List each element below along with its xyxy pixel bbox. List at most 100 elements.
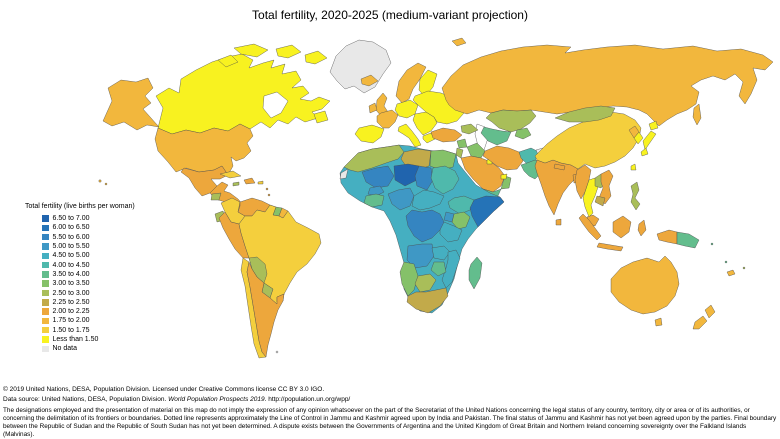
legend-swatch (42, 299, 49, 306)
region-uae (500, 173, 508, 180)
footer: © 2019 United Nations, DESA, Population … (3, 385, 778, 439)
region-somalia (469, 195, 505, 228)
region-caucasus (460, 123, 479, 135)
region-japan-kyushu (640, 147, 649, 157)
region-png (676, 231, 700, 249)
region-taiwan (630, 163, 637, 171)
region-uk (375, 92, 389, 117)
region-tasmania (654, 317, 663, 327)
region-canada-arctic (275, 44, 302, 59)
region-iran (482, 145, 524, 171)
legend-label: 5.00 to 5.50 (52, 243, 90, 251)
legend-swatch (42, 345, 49, 353)
region-russia (441, 44, 774, 127)
region-guatemala (210, 192, 222, 201)
region-zambia (431, 245, 451, 261)
region-alaska (102, 77, 160, 131)
region-hawaii (98, 179, 102, 183)
region-iberia (354, 124, 385, 144)
region-canada (155, 53, 331, 135)
legend-swatch (42, 317, 49, 325)
legend-item: 2.00 to 2.25 (42, 307, 135, 316)
region-cuba (219, 170, 242, 179)
region-newfoundland (313, 110, 329, 124)
hudson-bay (262, 91, 289, 119)
legend-swatch (42, 289, 49, 297)
data-source-line: Data source: United Nations, DESA, Popul… (3, 395, 778, 405)
region-iraq (466, 142, 486, 159)
legend-item: 6.50 to 7.00 (42, 214, 135, 223)
region-argentina (246, 261, 285, 358)
region-ivory-ghana (363, 193, 385, 208)
region-west-papua (656, 229, 678, 245)
region-uzbek-turkmen (480, 126, 512, 146)
legend-item: 2.50 to 3.00 (42, 288, 135, 297)
region-egypt (429, 149, 457, 171)
region-mozambique (441, 249, 461, 289)
legend-label: 4.50 to 5.00 (52, 252, 90, 260)
region-drc (405, 209, 445, 243)
legend-swatch (42, 224, 49, 232)
legend-swatch (42, 233, 49, 241)
copyright-line: © 2019 United Nations, DESA, Population … (3, 386, 325, 393)
region-kazakhstan (485, 109, 537, 133)
legend-label: 3.50 to 4.00 (52, 270, 90, 278)
region-vanuatu (724, 260, 728, 264)
legend-swatch (42, 243, 49, 250)
legend-label: No data (52, 345, 78, 353)
legend-label: 4.00 to 4.50 (52, 261, 90, 269)
legend-swatch (42, 336, 49, 343)
region-canada-arctic (233, 43, 269, 58)
region-israel-jordan (455, 147, 464, 159)
region-thailand (582, 177, 600, 218)
legend-swatch (42, 308, 49, 315)
region-antilles (267, 193, 271, 197)
region-java (596, 242, 624, 252)
page-title: Total fertility, 2020-2025 (medium-varia… (252, 8, 528, 22)
legend-item: 4.50 to 5.00 (42, 251, 135, 260)
region-sumatra (578, 213, 602, 241)
region-sulawesi (637, 219, 647, 237)
region-burkina (367, 185, 385, 197)
legend-label: 5.50 to 6.00 (52, 233, 90, 241)
region-fiji (742, 266, 746, 270)
legend-label: 2.25 to 2.50 (52, 298, 90, 306)
region-mexico (180, 165, 229, 197)
data-source-prefix: Data source: United Nations, DESA, Popul… (3, 396, 169, 403)
legend-item: 5.00 to 5.50 (42, 242, 135, 251)
region-puerto-rico (257, 180, 264, 185)
region-australia (610, 255, 680, 315)
region-sakhalin (692, 103, 702, 126)
legend-title: Total fertility (live births per woman) (25, 203, 135, 210)
region-norway-sweden (395, 62, 427, 104)
region-cameroon-car (411, 189, 445, 211)
region-w-sahara (339, 168, 349, 180)
region-solomon (710, 242, 714, 246)
legend-label: 1.75 to 2.00 (52, 317, 90, 325)
legend-item: 5.50 to 6.00 (42, 233, 135, 242)
region-germany-central (394, 99, 419, 119)
region-sudan (430, 165, 460, 195)
region-zimbabwe (430, 261, 447, 277)
region-maghreb (343, 144, 405, 173)
region-peru (218, 211, 250, 259)
legend-swatch (42, 215, 49, 222)
region-greenland (329, 39, 392, 94)
region-finland (418, 69, 438, 98)
region-new-caledonia (726, 269, 736, 277)
region-nz-south (692, 315, 708, 330)
region-kyrgyz-tajik (514, 127, 532, 140)
legend-item: No data (42, 344, 135, 353)
region-iceland (360, 74, 379, 87)
region-south-korea (633, 131, 644, 145)
region-mali (361, 165, 395, 189)
region-uganda (443, 211, 455, 223)
region-ethiopia (447, 195, 475, 215)
legend-swatch (42, 261, 49, 269)
data-source-title: World Population Prospects 2019 (168, 396, 265, 403)
region-canada-arctic (217, 54, 239, 68)
region-nigeria (387, 187, 415, 211)
region-japan-honshu (642, 130, 657, 151)
region-cambodia (594, 195, 606, 207)
